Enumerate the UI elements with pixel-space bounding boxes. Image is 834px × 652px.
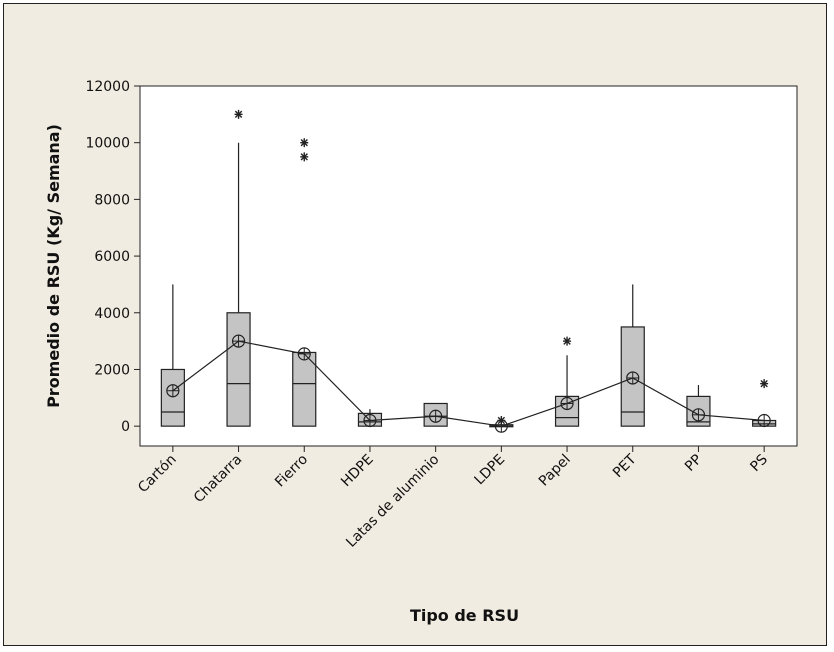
x-tick-label: Fierro — [272, 452, 311, 491]
mean-point — [231, 334, 246, 348]
boxes-group — [160, 109, 777, 428]
x-tick-label: PET — [610, 451, 640, 481]
mean-point — [691, 408, 706, 422]
mean-point — [429, 409, 443, 423]
box-rect — [226, 312, 251, 427]
x-tick-label: HDPE — [338, 452, 377, 491]
outlier-point — [563, 336, 572, 346]
y-tick-label: 2000 — [94, 362, 130, 378]
y-tick-label: 4000 — [94, 306, 130, 322]
y-tick-label: 10000 — [85, 136, 130, 152]
y-axis-title: Promedio de RSU (Kg/ Semana) — [44, 124, 63, 408]
y-tick-label: 12000 — [85, 79, 130, 95]
x-tick-label: Papel — [536, 452, 574, 490]
y-tick-label: 6000 — [94, 249, 130, 265]
box-1 — [160, 284, 185, 427]
x-tick-label: PS — [747, 451, 771, 475]
y-axis: 0 2000 4000 6000 8000 10000 12000 — [85, 79, 140, 435]
mean-connect-line — [172, 340, 765, 427]
x-tick-label: PP — [682, 452, 705, 475]
x-tick-label: Chatarra — [191, 452, 246, 507]
mean-point — [757, 413, 771, 428]
mean-point — [297, 347, 311, 361]
outlier-point — [234, 109, 243, 119]
outlier-point — [300, 138, 309, 148]
y-tick-label: 8000 — [94, 192, 130, 208]
mean-point — [626, 371, 640, 385]
mean-point — [363, 413, 377, 428]
mean-point — [166, 384, 180, 398]
x-tick-label: Cartón — [135, 452, 180, 497]
outlier-point — [300, 152, 309, 162]
means-group — [166, 334, 771, 433]
outlier-point — [760, 379, 769, 389]
mean-point — [560, 396, 574, 411]
mean-point — [494, 419, 508, 433]
box-rect — [292, 351, 317, 427]
y-tick-label: 0 — [121, 419, 130, 435]
x-axis-title: Tipo de RSU — [410, 606, 519, 625]
box-rect — [160, 368, 185, 427]
x-tick-label: LDPE — [471, 452, 508, 489]
